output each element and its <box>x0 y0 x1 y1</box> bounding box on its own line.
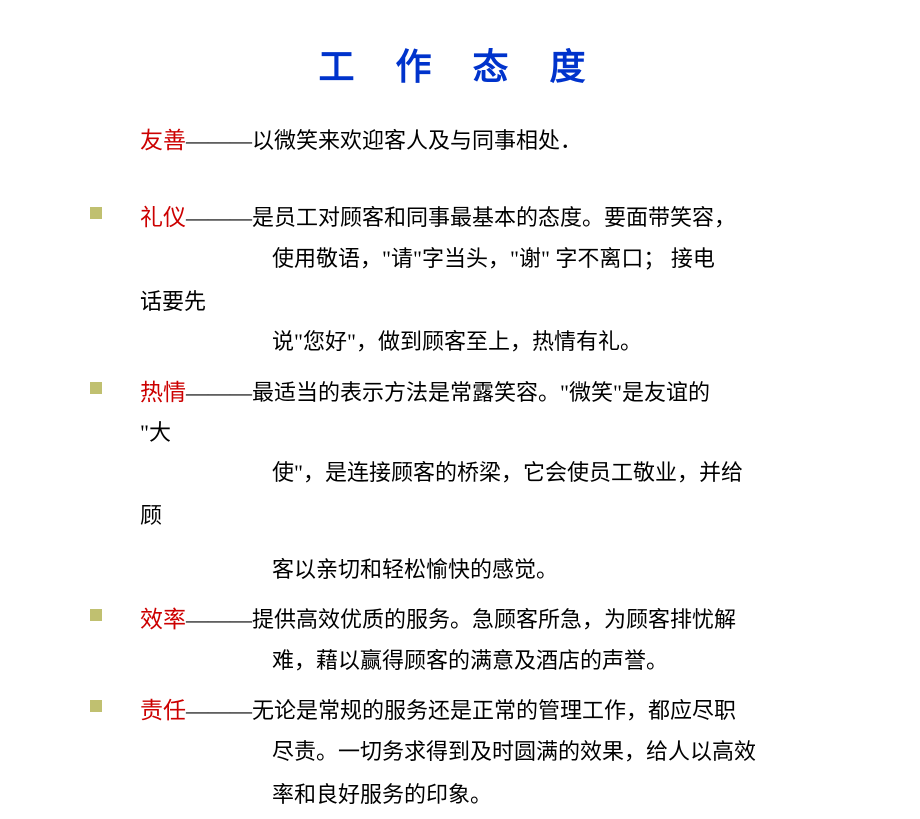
item-body: 友善———以微笑来欢迎客人及与同事相处． <box>140 120 870 161</box>
term: 责任 <box>140 698 186 723</box>
continuation-line: 使用敬语，"请"字当头，"谢" 字不离口； 接电 <box>140 239 870 279</box>
dash: ——— <box>186 380 252 405</box>
continuation-line: 难，藉以赢得顾客的满意及酒店的声誉。 <box>140 641 870 681</box>
dash: ——— <box>186 607 252 632</box>
hanging-line: 顾 <box>140 496 870 536</box>
bullet-icon <box>90 207 102 219</box>
content-area: 友善———以微笑来欢迎客人及与同事相处． 礼仪———是员工对顾客和同事最基本的态… <box>0 120 920 819</box>
continuation-line: 客以亲切和轻松愉快的感觉。 <box>140 550 870 590</box>
list-item: 效率———提供高效优质的服务。急顾客所急，为顾客排忧解 难，藉以赢得顾客的满意及… <box>90 599 870 684</box>
dash: ——— <box>186 128 252 153</box>
term: 效率 <box>140 607 186 632</box>
item-body: 礼仪———是员工对顾客和同事最基本的态度。要面带笑容， 使用敬语，"请"字当头，… <box>140 197 870 365</box>
list-item: 热情———最适当的表示方法是常露笑容。"微笑"是友谊的 "大 使"，是连接顾客的… <box>90 372 870 594</box>
continuation-line: 使"，是连接顾客的桥梁，它会使员工敬业，并给 <box>140 453 870 493</box>
slide-title: 工 作 态 度 <box>0 0 920 120</box>
dash: ——— <box>186 698 252 723</box>
hanging-line: 话要先 <box>140 282 870 322</box>
list-item: 礼仪———是员工对顾客和同事最基本的态度。要面带笑容， 使用敬语，"请"字当头，… <box>90 197 870 365</box>
continuation-line: 说"您好"，做到顾客至上，热情有礼。 <box>140 322 870 362</box>
continuation-line: 尽责。一切务求得到及时圆满的效果，给人以高效 <box>140 732 870 772</box>
dash: ——— <box>186 205 252 230</box>
term: 热情 <box>140 380 186 405</box>
item-text: 提供高效优质的服务。急顾客所急，为顾客排忧解 <box>252 607 736 632</box>
item-text: 以微笑来欢迎客人及与同事相处． <box>252 128 582 153</box>
bullet-icon <box>90 700 102 712</box>
item-text: 是员工对顾客和同事最基本的态度。要面带笑容， <box>252 205 736 230</box>
continuation-line: 率和良好服务的印象。 <box>140 775 870 815</box>
list-item: 友善———以微笑来欢迎客人及与同事相处． <box>90 120 870 161</box>
item-body: 责任———无论是常规的服务还是正常的管理工作，都应尽职 尽责。一切务求得到及时圆… <box>140 690 870 819</box>
item-body: 效率———提供高效优质的服务。急顾客所急，为顾客排忧解 难，藉以赢得顾客的满意及… <box>140 599 870 684</box>
list-item: 责任———无论是常规的服务还是正常的管理工作，都应尽职 尽责。一切务求得到及时圆… <box>90 690 870 819</box>
bullet-icon <box>90 609 102 621</box>
hanging-line: "大 <box>140 413 870 453</box>
term: 友善 <box>140 128 186 153</box>
item-text: 最适当的表示方法是常露笑容。"微笑"是友谊的 <box>252 380 710 405</box>
bullet-icon <box>90 382 102 394</box>
item-text: 无论是常规的服务还是正常的管理工作，都应尽职 <box>252 698 736 723</box>
term: 礼仪 <box>140 205 186 230</box>
item-body: 热情———最适当的表示方法是常露笑容。"微笑"是友谊的 "大 使"，是连接顾客的… <box>140 372 870 594</box>
